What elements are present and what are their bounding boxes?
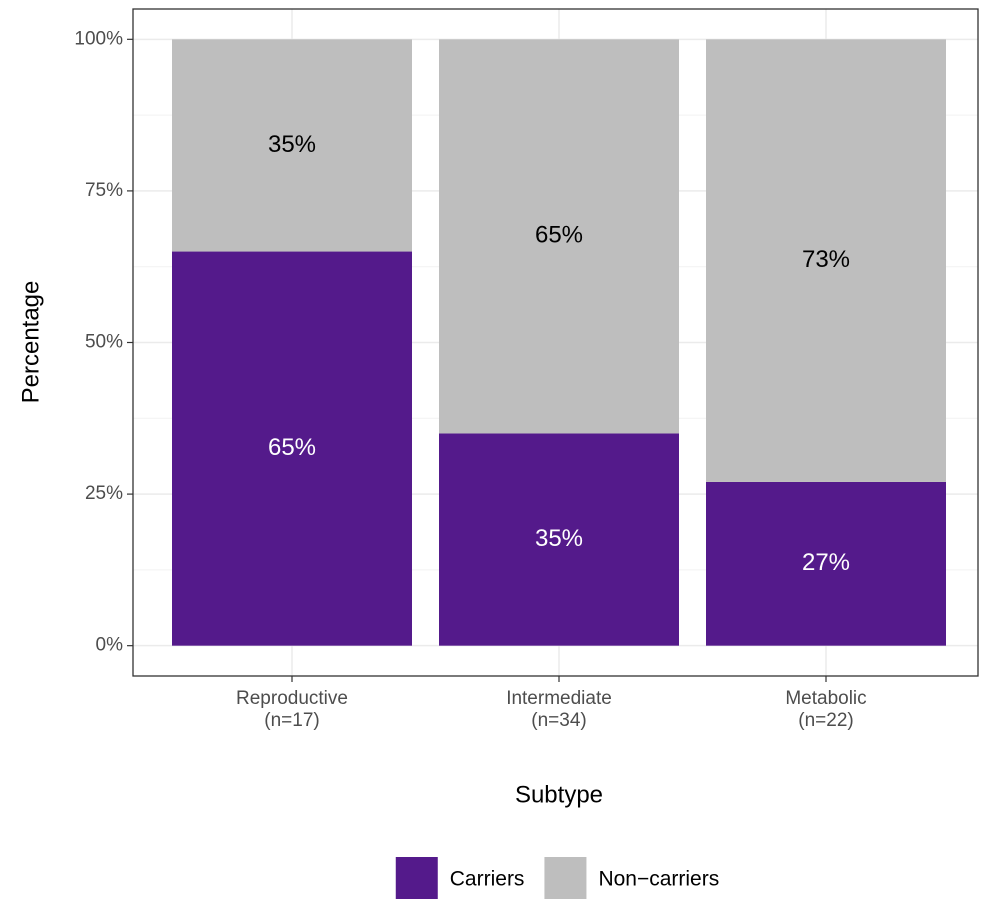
- legend-key: [544, 857, 587, 899]
- y-tick-label: 25%: [85, 483, 123, 504]
- value-label: 65%: [535, 222, 583, 249]
- bar-segment: [439, 433, 679, 646]
- y-tick-label: 100%: [74, 28, 123, 49]
- legend-key: [395, 857, 438, 899]
- y-axis-title: Percentage: [17, 281, 44, 404]
- legend-label: Non−carriers: [598, 868, 719, 891]
- value-label: 65%: [268, 434, 316, 461]
- x-axis-title: Subtype: [515, 781, 603, 808]
- x-tick-label: Intermediate (n=34): [506, 688, 612, 731]
- bar-segment: [706, 39, 946, 482]
- bar-segment: [706, 481, 946, 646]
- value-label: 35%: [268, 131, 316, 158]
- value-label: 73%: [802, 246, 850, 273]
- y-tick-label: 75%: [85, 180, 123, 201]
- bar-segment: [172, 251, 412, 646]
- bar-segment: [172, 39, 412, 252]
- y-tick-label: 50%: [85, 332, 123, 353]
- bar-segment: [439, 39, 679, 434]
- x-tick-label: Reproductive (n=17): [236, 688, 348, 731]
- panel-border: [132, 8, 979, 677]
- value-label: 27%: [802, 549, 850, 576]
- legend: Carriers Non−carriers: [395, 857, 719, 899]
- value-label: 35%: [535, 525, 583, 552]
- legend-label: Carriers: [450, 868, 525, 891]
- y-tick-label: 0%: [96, 635, 124, 656]
- x-tick-label: Metabolic (n=22): [785, 688, 867, 731]
